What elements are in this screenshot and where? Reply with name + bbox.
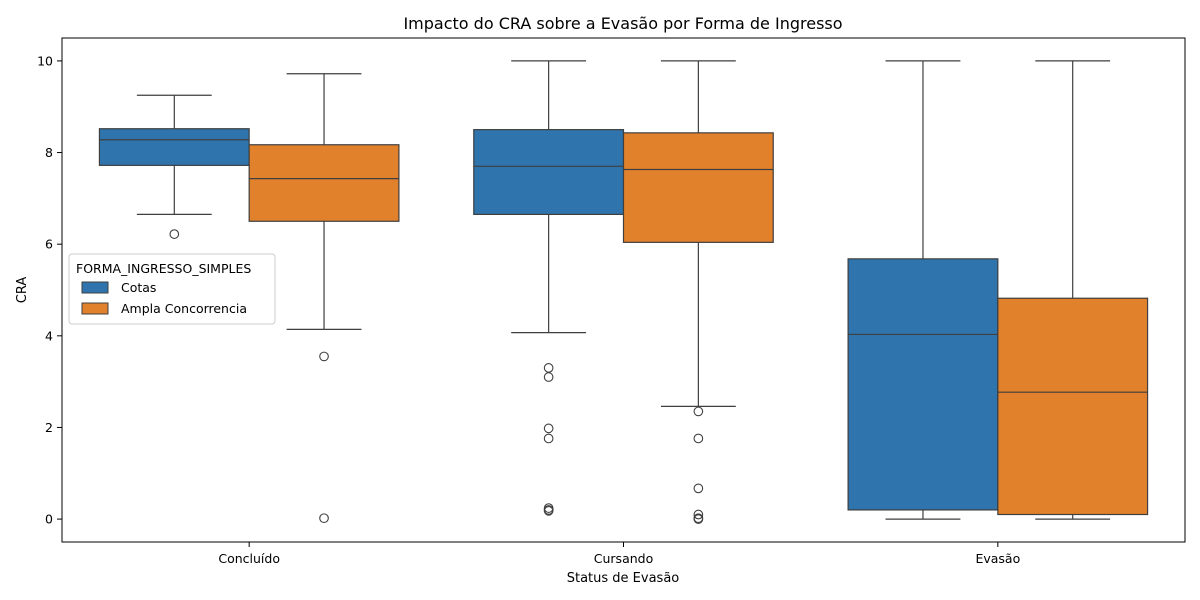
legend-swatch xyxy=(81,302,109,315)
x-tick-label: Concluído xyxy=(218,551,280,566)
y-tick-label: 6 xyxy=(45,237,53,252)
box-iqr xyxy=(997,297,1149,516)
legend-title: FORMA_INGRESSO_SIMPLES xyxy=(76,261,251,276)
x-tick-label: Cursando xyxy=(594,551,653,566)
outlier-point xyxy=(693,483,704,494)
y-axis-label: CRA xyxy=(15,277,30,304)
chart-title: Impacto do CRA sobre a Evasão por Forma … xyxy=(403,14,842,33)
box-iqr xyxy=(98,128,250,166)
outlier-point xyxy=(319,351,329,362)
outlier-point xyxy=(693,509,704,520)
box-cotas-0 xyxy=(98,94,250,239)
box-ampla-concorrencia-2 xyxy=(997,60,1149,520)
outlier-point xyxy=(693,406,704,417)
y-tick-label: 4 xyxy=(45,328,53,343)
x-axis-label: Status de Evasão xyxy=(567,571,680,586)
x-tick-label: Evasão xyxy=(975,551,1020,566)
y-tick-label: 8 xyxy=(45,145,53,160)
legend: FORMA_INGRESSO_SIMPLES Cotas Ampla Concorr… xyxy=(68,253,276,325)
legend-entry: Cotas xyxy=(121,280,156,295)
box-iqr xyxy=(622,132,774,243)
legend-entry: Ampla Concorrencia xyxy=(121,301,247,316)
box-iqr xyxy=(473,129,625,216)
outlier-point xyxy=(543,423,554,434)
outlier-point xyxy=(543,433,554,444)
outlier-point xyxy=(693,433,704,444)
box-ampla-concorrencia-0 xyxy=(248,73,400,524)
outlier-point xyxy=(543,372,554,382)
outlier-point xyxy=(693,514,704,524)
outlier-point xyxy=(169,229,180,239)
outlier-point xyxy=(543,505,554,516)
box-iqr xyxy=(847,258,999,511)
outlier-point xyxy=(543,363,554,373)
box-cotas-2 xyxy=(847,60,999,520)
legend-swatch xyxy=(81,281,109,294)
plot-area xyxy=(98,60,1149,524)
outlier-point xyxy=(319,513,329,524)
box-iqr xyxy=(248,144,400,222)
box-ampla-concorrencia-1 xyxy=(622,60,774,524)
legend-frame xyxy=(68,253,276,325)
y-tick-label: 0 xyxy=(45,512,53,527)
y-tick-label: 2 xyxy=(45,420,53,435)
axes: 0 2 4 6 8 10 Concluído Cursando Evasão xyxy=(37,37,1186,566)
y-tick-label: 10 xyxy=(37,53,53,68)
box-cotas-1 xyxy=(473,60,625,516)
